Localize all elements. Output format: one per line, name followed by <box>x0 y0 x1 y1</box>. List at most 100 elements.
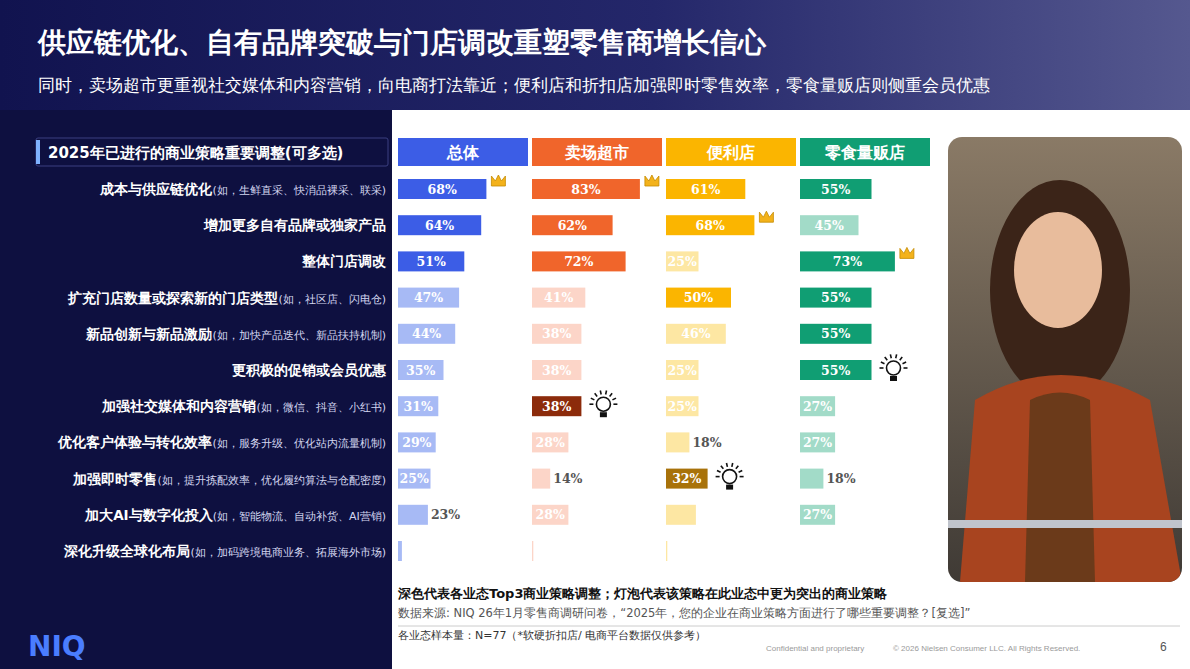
bulb-glass <box>596 397 610 411</box>
category-note: (如，服务升级、优化站内流量机制) <box>212 437 386 450</box>
bars <box>800 179 895 525</box>
category-label: 成本与供应链优化(如，生鲜直采、快消品裸采、联采) <box>99 181 386 197</box>
bar <box>398 505 428 525</box>
data-label: 47% <box>414 290 443 305</box>
data-label: 68% <box>696 218 725 233</box>
bar <box>800 541 801 561</box>
bulb-ray <box>890 354 892 358</box>
data-label: 64% <box>425 218 454 233</box>
data-label: 73% <box>833 254 862 269</box>
bar <box>666 288 731 308</box>
data-label: 18% <box>692 435 721 450</box>
bar <box>666 541 667 561</box>
data-label: 27% <box>803 399 832 414</box>
data-label: 50% <box>684 290 713 305</box>
data-label: 25% <box>668 399 697 414</box>
bar <box>532 179 640 199</box>
face <box>1014 212 1102 328</box>
source: 数据来源: NIQ 26年1月零售商调研问卷，“2025年，您的企业在商业策略方… <box>398 606 970 620</box>
bulb-glass <box>887 361 901 375</box>
slide: 供应链优化、自有品牌突破与门店调改重塑零售商增长信心同时，卖场超市更重视社交媒体… <box>0 0 1190 669</box>
crown <box>491 175 505 186</box>
data-label: 55% <box>821 182 850 197</box>
bulb-base <box>600 412 607 417</box>
column-header <box>532 138 662 166</box>
bar <box>398 288 459 308</box>
category-label: 整体门店调改 <box>301 253 386 269</box>
bar <box>398 396 438 416</box>
bars <box>532 179 640 561</box>
footer-rule <box>398 626 1180 627</box>
category-note: (如，加码跨境电商业务、拓展海外市场) <box>190 546 386 559</box>
bar <box>532 505 568 525</box>
column-header <box>398 138 528 166</box>
bulb-icon <box>589 391 617 418</box>
bars <box>398 179 486 561</box>
bulb-ray <box>599 391 601 395</box>
bar <box>398 360 444 380</box>
section-box <box>36 138 388 166</box>
column-header-label: 总体 <box>446 143 480 162</box>
crown <box>900 247 914 258</box>
bar <box>398 469 431 489</box>
bar <box>800 396 835 416</box>
data-label: 41% <box>544 290 573 305</box>
bar <box>666 179 745 199</box>
data-label: 83% <box>571 182 600 197</box>
data-label: 38% <box>542 363 571 378</box>
bar <box>666 324 726 344</box>
crown <box>759 211 773 222</box>
category-main: 加强社交媒体和内容营销 <box>101 398 256 414</box>
category-main: 深化升级全球化布局 <box>63 543 190 559</box>
category-note: (如，提升拣配效率，优化履约算法与仓配密度) <box>157 474 386 487</box>
data-label: 28% <box>536 507 565 522</box>
bar <box>532 215 613 235</box>
data-label: 46% <box>681 326 710 341</box>
title-band <box>0 0 1190 110</box>
column-header <box>666 138 796 166</box>
bar <box>398 179 486 199</box>
data-label: 29% <box>402 435 431 450</box>
bar <box>666 360 699 380</box>
bar <box>800 360 872 380</box>
column-header-label: 零食量贩店 <box>824 143 905 162</box>
bulb-base <box>726 485 733 490</box>
category-main: 更积极的促销或会员优惠 <box>232 362 387 378</box>
page-number: 6 <box>1160 640 1167 654</box>
crown-icon <box>645 175 659 186</box>
cart-handle <box>948 520 1182 528</box>
title: 供应链优化、自有品牌突破与门店调改重塑零售商增长信心 <box>37 26 767 59</box>
data-label: 27% <box>803 507 832 522</box>
data-label: 51% <box>417 254 446 269</box>
data-label: 44% <box>412 326 441 341</box>
jacket <box>960 375 1182 582</box>
bulb-ray <box>904 367 908 369</box>
bulb-ray <box>716 476 720 478</box>
bulb-ray <box>731 463 733 467</box>
bar <box>800 288 872 308</box>
category-note: (如，生鲜直采、快消品裸采、联采) <box>212 184 386 197</box>
data-label: 68% <box>428 182 457 197</box>
bulb-ray <box>885 357 887 360</box>
category-main: 增加更多自有品牌或独家产品 <box>203 217 386 233</box>
bulb-ray <box>605 391 607 395</box>
bar <box>666 215 754 235</box>
photo <box>948 137 1182 582</box>
category-label: 增加更多自有品牌或独家产品 <box>203 217 386 233</box>
confidential: Confidential and proprietary <box>766 644 864 653</box>
category-main: 新品创新与新品激励 <box>85 326 212 342</box>
logo: NIQ <box>28 630 86 663</box>
category-main: 加大AI与数字化投入 <box>84 507 213 523</box>
bar <box>398 432 436 452</box>
category-main: 加强即时零售 <box>72 471 157 487</box>
data-label: 38% <box>542 326 571 341</box>
category-note: (如，社区店、闪电仓) <box>278 293 386 306</box>
crown-icon <box>900 247 914 258</box>
background <box>0 0 1190 669</box>
bulb-ray <box>612 398 616 400</box>
category-label: 加强即时零售(如，提升拣配效率，优化履约算法与仓配密度) <box>72 471 386 487</box>
bar <box>532 469 550 489</box>
legend-note: 深色代表各业态Top3商业策略调整；灯泡代表该策略在此业态中更为突出的商业策略 <box>397 586 888 601</box>
crown-icon <box>759 211 773 222</box>
data-label: 55% <box>821 290 850 305</box>
